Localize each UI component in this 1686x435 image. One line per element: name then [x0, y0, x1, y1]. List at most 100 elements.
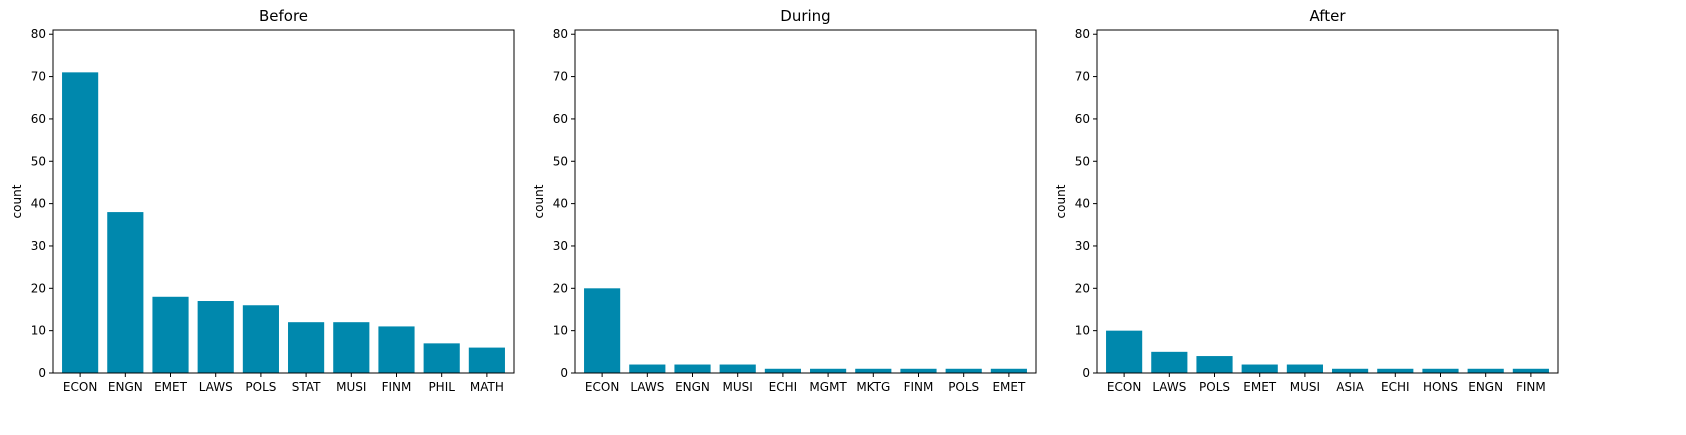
- bar-2-0: [1106, 330, 1143, 373]
- y-tick-label-0-5: 50: [31, 154, 46, 168]
- y-tick-label-1-6: 60: [553, 112, 568, 126]
- bar-1-8: [945, 368, 982, 373]
- y-tick-label-1-0: 0: [560, 366, 568, 380]
- y-tick-label-0-1: 10: [31, 324, 46, 338]
- bar-0-4: [242, 305, 279, 373]
- bar-2-5: [1332, 368, 1369, 373]
- bar-1-4: [764, 368, 801, 373]
- chart-title-0: Before: [259, 7, 308, 25]
- bar-2-2: [1196, 356, 1233, 373]
- x-tick-label-2-5: ASIA: [1336, 380, 1364, 394]
- x-tick-label-2-8: ENGN: [1468, 380, 1503, 394]
- x-tick-label-1-5: MGMT: [809, 380, 847, 394]
- x-tick-label-0-5: STAT: [292, 380, 321, 394]
- y-tick-label-1-4: 40: [553, 197, 568, 211]
- bar-1-3: [719, 364, 756, 373]
- x-tick-label-0-2: EMET: [154, 380, 188, 394]
- x-tick-label-1-1: LAWS: [630, 380, 664, 394]
- y-tick-label-2-2: 20: [1075, 281, 1090, 295]
- plot-frame-1: [574, 29, 1037, 374]
- x-tick-label-1-8: POLS: [948, 380, 979, 394]
- y-axis-label-2: count: [1054, 184, 1068, 218]
- bar-1-2: [674, 364, 711, 373]
- y-axis-label-0: count: [10, 184, 24, 218]
- chart-panel-1: 0 10 20 30 40 50 60 70 80 ECON LAWS ENGN MUSI ECHI MGM…: [532, 7, 1037, 394]
- x-tick-label-2-0: ECON: [1107, 380, 1141, 394]
- x-tick-label-2-6: ECHI: [1381, 380, 1410, 394]
- bar-0-1: [107, 212, 144, 373]
- bar-0-5: [288, 322, 325, 373]
- bar-0-7: [378, 326, 415, 373]
- chart-panel-2: 0 10 20 30 40 50 60 70 80 ECON LAWS POLS EMET MUSI ASI…: [1054, 7, 1559, 394]
- x-tick-label-0-6: MUSI: [336, 380, 366, 394]
- y-tick-label-2-3: 30: [1075, 239, 1090, 253]
- y-tick-label-1-7: 70: [553, 70, 568, 84]
- y-tick-label-2-5: 50: [1075, 154, 1090, 168]
- y-tick-label-0-6: 60: [31, 112, 46, 126]
- chart-panel-0: 0 10 20 30 40 50 60 70 80 ECON ENGN EMET LAWS POLS STA…: [10, 7, 515, 394]
- y-tick-label-0-7: 70: [31, 70, 46, 84]
- y-axis-label-1: count: [532, 184, 546, 218]
- x-tick-label-0-4: POLS: [245, 380, 276, 394]
- y-tick-label-1-2: 20: [553, 281, 568, 295]
- x-tick-label-2-1: LAWS: [1152, 380, 1186, 394]
- bar-0-6: [333, 322, 370, 373]
- bar-2-3: [1241, 364, 1278, 373]
- y-tick-label-1-8: 80: [553, 27, 568, 41]
- bar-2-6: [1377, 368, 1414, 373]
- y-tick-label-2-8: 80: [1075, 27, 1090, 41]
- x-tick-label-2-9: FINM: [1516, 380, 1546, 394]
- bar-1-9: [990, 368, 1027, 373]
- bar-0-2: [152, 296, 189, 373]
- bar-1-1: [629, 364, 666, 373]
- bar-1-7: [900, 368, 937, 373]
- x-tick-label-0-7: FINM: [382, 380, 412, 394]
- x-tick-label-2-7: HONS: [1423, 380, 1458, 394]
- x-tick-label-0-0: ECON: [63, 380, 97, 394]
- chart-title-1: During: [780, 7, 830, 25]
- bar-2-4: [1286, 364, 1323, 373]
- y-tick-label-2-7: 70: [1075, 70, 1090, 84]
- y-tick-label-0-8: 80: [31, 27, 46, 41]
- y-tick-label-0-0: 0: [38, 366, 46, 380]
- x-tick-label-2-4: MUSI: [1290, 380, 1320, 394]
- x-tick-label-0-1: ENGN: [108, 380, 143, 394]
- x-tick-label-1-0: ECON: [585, 380, 619, 394]
- bar-0-8: [423, 343, 460, 373]
- x-tick-label-1-3: MUSI: [723, 380, 753, 394]
- y-tick-label-2-6: 60: [1075, 112, 1090, 126]
- x-tick-label-2-2: POLS: [1199, 380, 1230, 394]
- bar-2-1: [1151, 351, 1188, 373]
- bar-0-3: [197, 301, 234, 373]
- x-tick-label-1-6: MKTG: [856, 380, 890, 394]
- x-tick-label-1-4: ECHI: [769, 380, 798, 394]
- bar-2-9: [1512, 368, 1549, 373]
- x-tick-label-0-8: PHIL: [428, 380, 455, 394]
- bar-2-8: [1467, 368, 1504, 373]
- bar-1-6: [855, 368, 892, 373]
- y-tick-label-1-3: 30: [553, 239, 568, 253]
- y-tick-label-2-1: 10: [1075, 324, 1090, 338]
- y-tick-label-1-5: 50: [553, 154, 568, 168]
- x-tick-label-0-3: LAWS: [199, 380, 233, 394]
- y-tick-label-2-0: 0: [1082, 366, 1090, 380]
- y-tick-label-2-4: 40: [1075, 197, 1090, 211]
- bar-0-0: [62, 72, 99, 373]
- plot-frame-0: [52, 29, 515, 374]
- x-tick-label-1-2: ENGN: [675, 380, 710, 394]
- y-tick-label-0-3: 30: [31, 239, 46, 253]
- bar-2-7: [1422, 368, 1459, 373]
- x-tick-label-1-7: FINM: [904, 380, 934, 394]
- x-tick-label-1-9: EMET: [992, 380, 1026, 394]
- y-tick-label-0-2: 20: [31, 281, 46, 295]
- x-tick-label-0-9: MATH: [470, 380, 504, 394]
- plot-frame-2: [1096, 29, 1559, 374]
- chart-title-2: After: [1309, 7, 1346, 25]
- x-tick-label-2-3: EMET: [1243, 380, 1277, 394]
- bar-1-5: [810, 368, 847, 373]
- bar-0-9: [468, 347, 505, 373]
- y-tick-label-0-4: 40: [31, 197, 46, 211]
- bar-1-0: [584, 288, 621, 373]
- y-tick-label-1-1: 10: [553, 324, 568, 338]
